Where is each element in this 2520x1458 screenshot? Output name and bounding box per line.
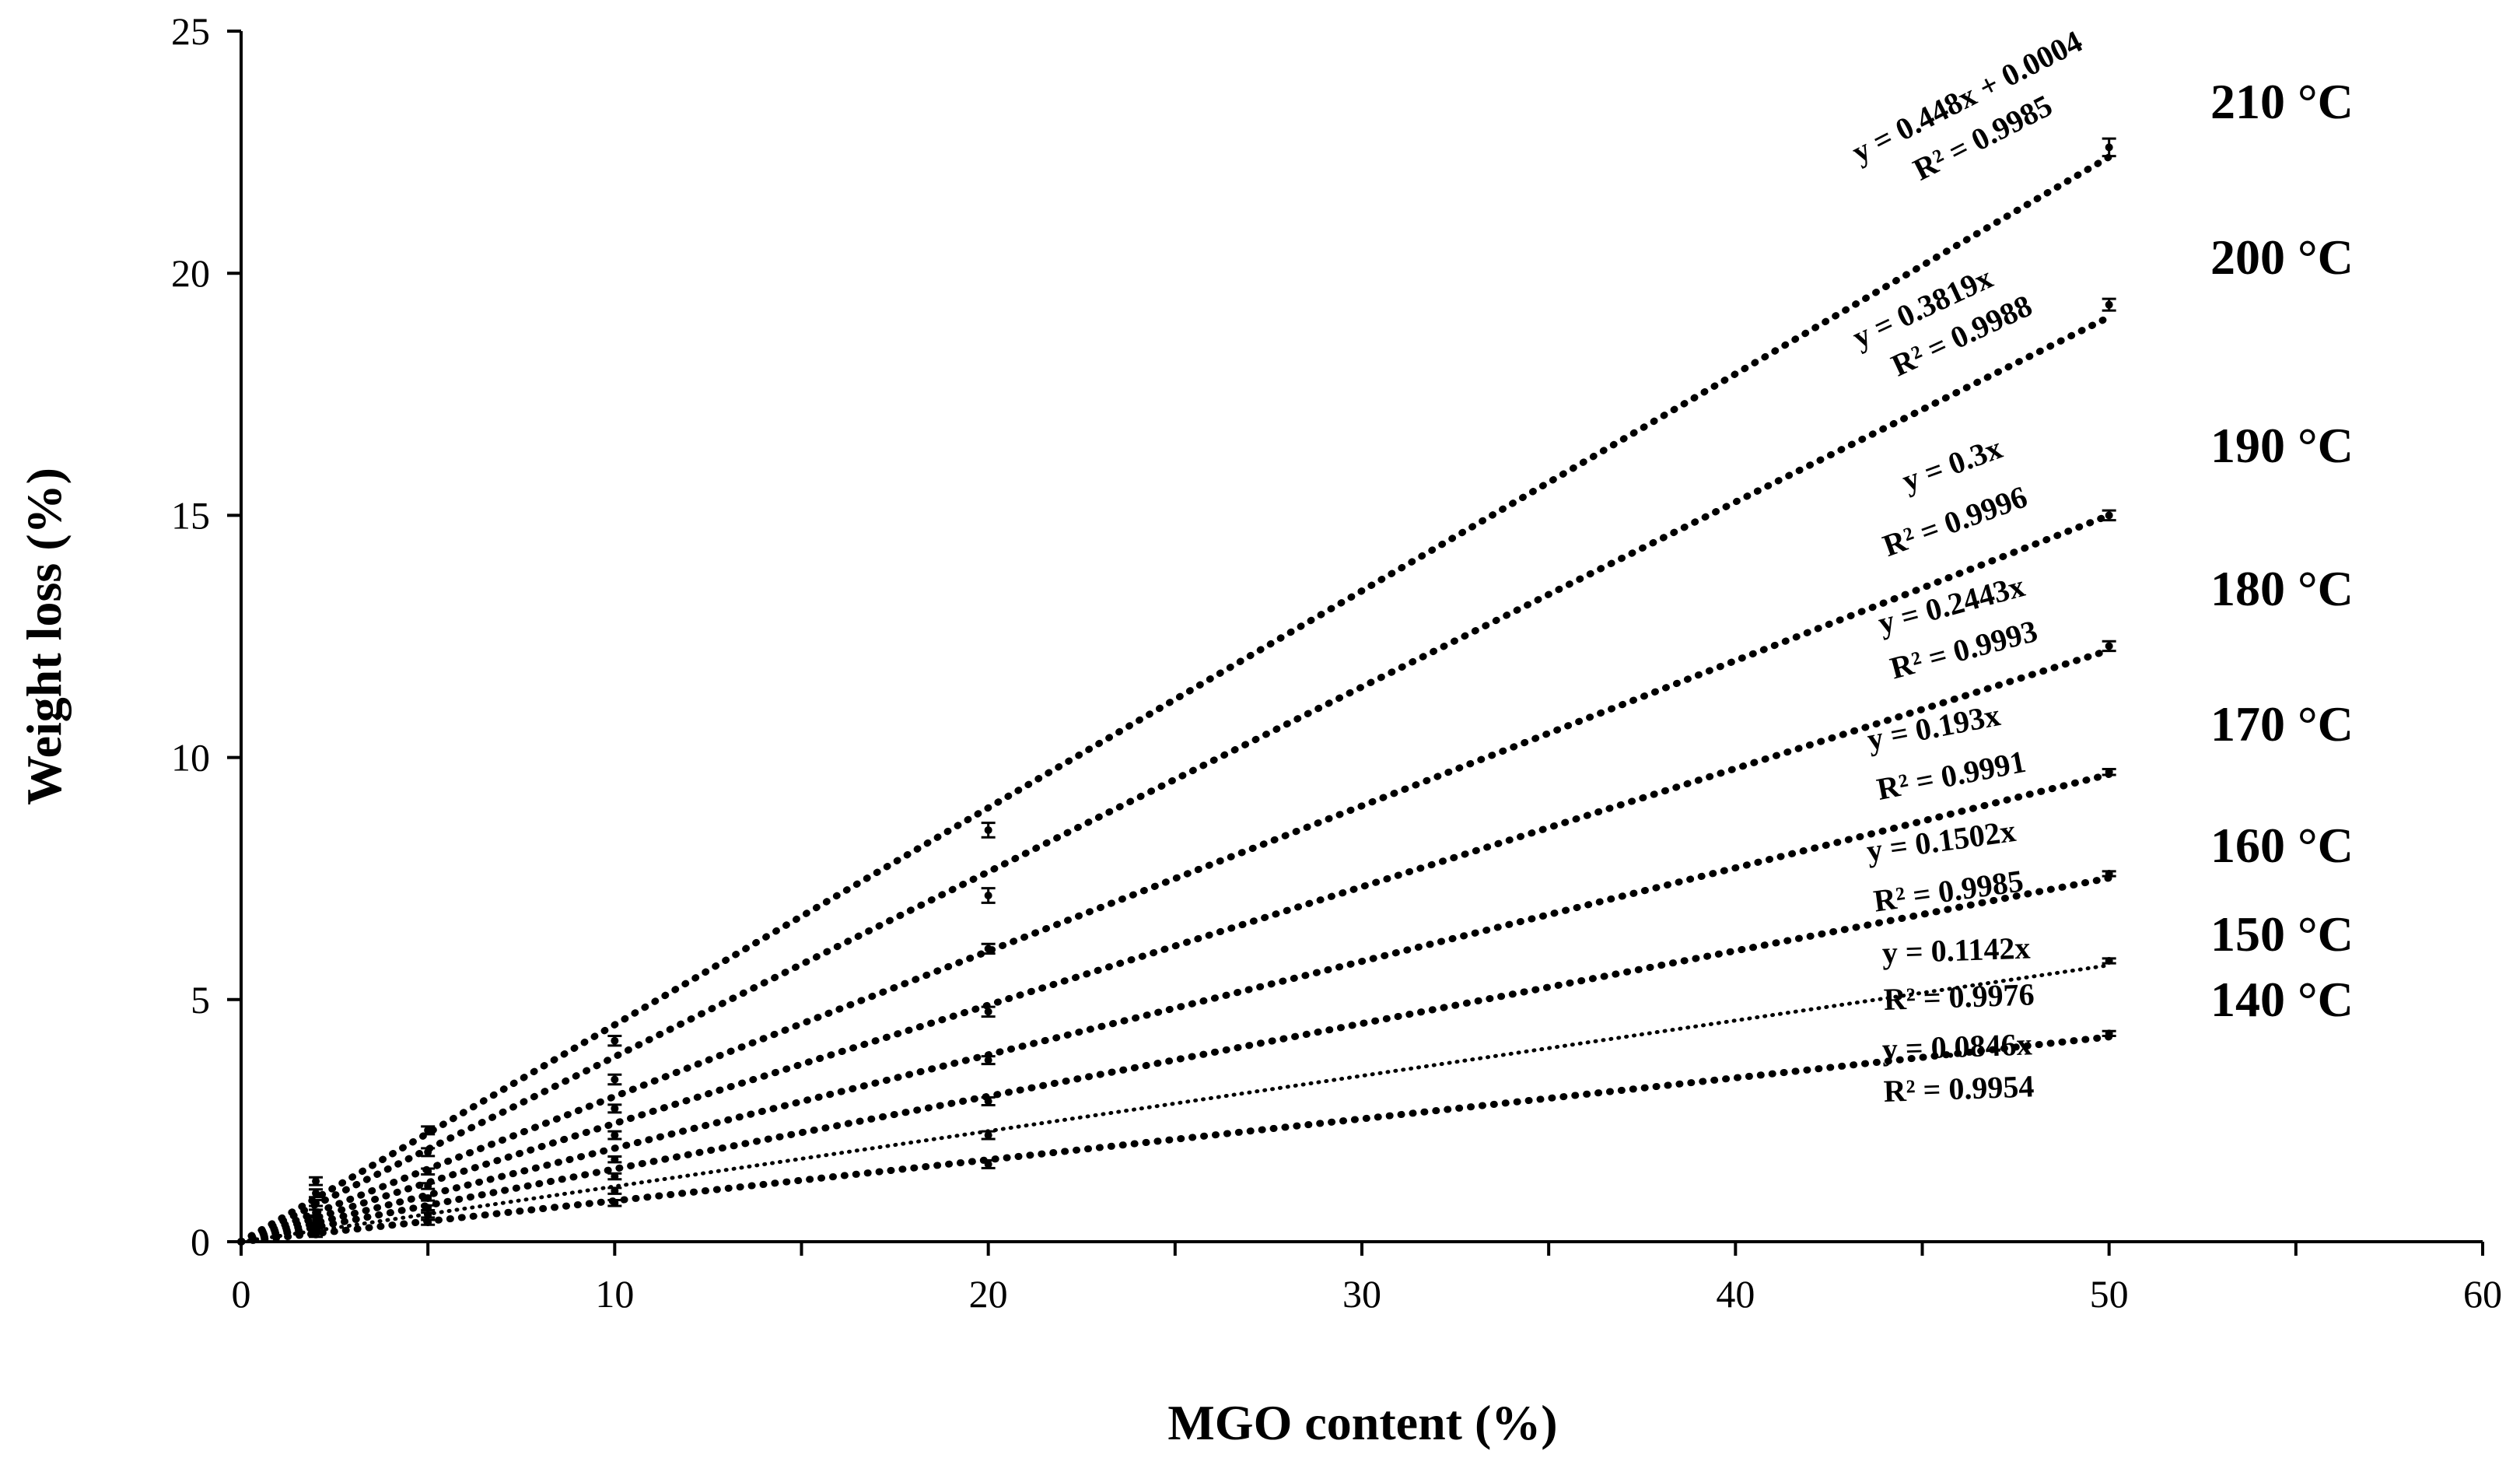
data-points [237, 143, 2113, 1246]
series-label: 170 °C [2210, 696, 2354, 752]
data-point [312, 1189, 320, 1197]
data-point [424, 1204, 432, 1212]
x-tick-label: 30 [1342, 1272, 1381, 1316]
y-tick-label: 25 [171, 9, 210, 53]
trendline-equation: y = 0.0846x [1881, 1026, 2032, 1067]
data-point [2105, 768, 2113, 776]
data-point [424, 1182, 432, 1190]
data-point [424, 1126, 432, 1134]
data-point [424, 1148, 432, 1156]
data-point [984, 1008, 992, 1016]
data-point [2105, 511, 2113, 520]
y-tick-label: 15 [171, 493, 210, 537]
data-point [611, 1155, 619, 1164]
trendline-r-squared: R² = 0.9954 [1883, 1068, 2035, 1109]
x-axis-title: MGO content (%) [1167, 1395, 1557, 1450]
data-point [984, 825, 992, 834]
data-point [984, 891, 992, 899]
data-point [2105, 957, 2113, 966]
x-tick-label: 20 [969, 1272, 1008, 1316]
x-tick-label: 10 [595, 1272, 634, 1316]
data-point [611, 1186, 619, 1195]
data-point [424, 1211, 432, 1219]
data-point [611, 1172, 619, 1180]
ticks: 0 10 20 30 40 50 60 0 5 10 15 20 25 [171, 9, 2502, 1316]
data-point [312, 1199, 320, 1207]
data-point [312, 1208, 320, 1217]
trendline-6 [237, 874, 2113, 1246]
series-label: 150 °C [2210, 906, 2354, 962]
trendline-r-squared: R² = 0.9976 [1883, 976, 2035, 1017]
data-point [611, 1199, 619, 1207]
y-tick-label: 20 [171, 251, 210, 295]
trendline-4 [237, 647, 2113, 1246]
data-point [312, 1177, 320, 1186]
y-axis-title: Weight loss (%) [16, 468, 72, 805]
x-tick-label: 0 [232, 1272, 251, 1316]
trendline-equation: y = 0.1142x [1881, 930, 2031, 970]
data-point [984, 1097, 992, 1106]
x-tick-label: 60 [2463, 1272, 2502, 1316]
y-tick-label: 5 [191, 978, 210, 1022]
trendline-1 [237, 153, 2113, 1246]
data-point [2105, 642, 2113, 650]
data-point [2105, 869, 2113, 878]
data-point [2105, 1029, 2113, 1038]
data-point [2105, 143, 2113, 152]
series-label: 180 °C [2210, 561, 2354, 616]
trendline-8 [237, 1033, 2113, 1246]
trendline-3 [237, 511, 2113, 1246]
axes [240, 31, 2483, 1243]
x-tick-label: 50 [2090, 1272, 2129, 1316]
series-label: 160 °C [2210, 818, 2354, 873]
series-label: 190 °C [2210, 418, 2354, 473]
data-point [611, 1104, 619, 1113]
trendline-7 [239, 963, 2112, 1244]
data-point [984, 945, 992, 953]
trendlines [237, 153, 2113, 1246]
series-label: 210 °C [2210, 74, 2354, 129]
trendline-r-squared: R² = 0.9996 [1878, 478, 2032, 563]
data-point [424, 1193, 432, 1202]
trendline-equation: y = 0.3x [1898, 430, 2007, 499]
x-tick-label: 40 [1716, 1272, 1755, 1316]
trendline-equation-group: y = 0.1142x R² = 0.9976 [1881, 930, 2035, 1017]
data-point [2105, 300, 2113, 309]
error-bars [309, 137, 2116, 1239]
data-point [611, 1036, 619, 1045]
data-point [312, 1230, 320, 1239]
data-point [424, 1167, 432, 1176]
series-label: 200 °C [2210, 230, 2354, 285]
data-point [984, 1056, 992, 1064]
series-labels: 210 °C 200 °C 190 °C 180 °C 170 °C 160 °C 150 … [2210, 74, 2354, 1027]
data-point [424, 1218, 432, 1227]
series-label: 140 °C [2210, 972, 2354, 1027]
trendline-equation: y = 0.1502x [1864, 813, 2018, 868]
data-point [984, 1131, 992, 1140]
y-tick-label: 0 [191, 1220, 210, 1263]
trendline-5 [237, 770, 2113, 1246]
y-tick-label: 10 [171, 736, 210, 780]
data-point [611, 1131, 619, 1140]
data-point [984, 1160, 992, 1169]
data-point [611, 1075, 619, 1084]
trendline-2 [237, 314, 2113, 1246]
